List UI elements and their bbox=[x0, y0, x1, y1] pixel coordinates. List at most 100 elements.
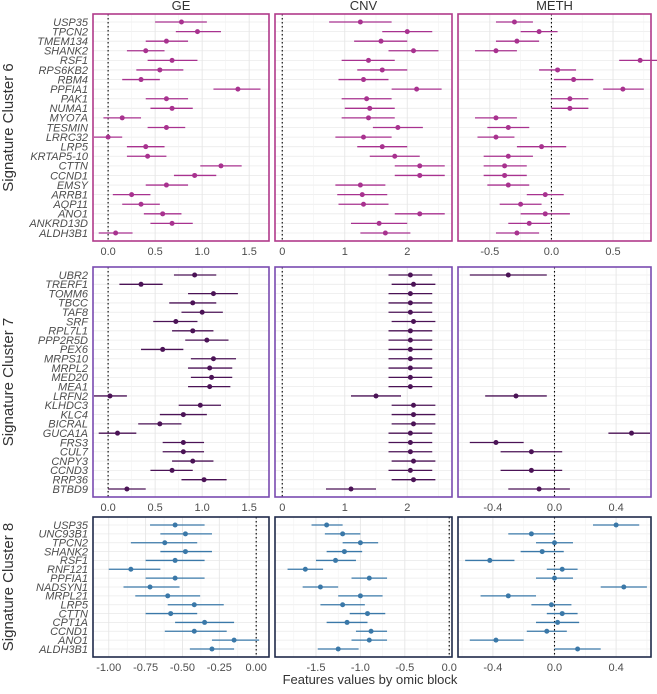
gene-label: SRF bbox=[66, 316, 89, 328]
gene-label: NUMA1 bbox=[49, 103, 88, 115]
point-estimate bbox=[528, 531, 534, 537]
point-estimate bbox=[411, 412, 416, 418]
gene-label: MRPL2 bbox=[51, 363, 88, 375]
point-estimate bbox=[487, 557, 493, 563]
point-estimate bbox=[555, 67, 561, 73]
point-estimate bbox=[361, 134, 366, 140]
gene-label: CUL7 bbox=[60, 447, 89, 459]
point-estimate bbox=[191, 602, 197, 608]
point-estimate bbox=[502, 163, 508, 169]
gene-label: RPS6KB2 bbox=[38, 65, 88, 77]
gene-label: LRP5 bbox=[60, 600, 88, 612]
point-estimate bbox=[493, 637, 499, 643]
gene-label: RRP36 bbox=[53, 474, 89, 486]
gene-label: RPL7L1 bbox=[48, 326, 88, 338]
gene-label: ANO1 bbox=[57, 635, 88, 647]
point-estimate bbox=[182, 531, 188, 537]
point-estimate bbox=[411, 319, 416, 325]
x-tick-label: 1 bbox=[342, 502, 348, 514]
gene-label: KLC4 bbox=[60, 409, 88, 421]
point-estimate bbox=[559, 611, 565, 617]
point-estimate bbox=[163, 182, 169, 188]
point-estimate bbox=[165, 593, 171, 599]
point-estimate bbox=[202, 619, 208, 625]
point-estimate bbox=[218, 163, 224, 169]
point-estimate bbox=[160, 346, 166, 352]
point-estimate bbox=[502, 172, 508, 178]
point-estimate bbox=[373, 393, 379, 399]
point-estimate bbox=[178, 19, 184, 25]
panel-frame bbox=[274, 516, 453, 658]
point-estimate bbox=[505, 182, 511, 188]
point-estimate bbox=[348, 486, 354, 492]
point-estimate bbox=[407, 449, 413, 455]
panel-frame bbox=[92, 13, 270, 242]
point-estimate bbox=[552, 575, 557, 581]
point-estimate bbox=[163, 96, 169, 102]
x-tick-label: 0.5 bbox=[147, 502, 162, 514]
point-estimate bbox=[367, 105, 373, 111]
x-tick-label: 1.0 bbox=[195, 502, 210, 514]
x-tick-label: 2 bbox=[404, 502, 410, 514]
x-tick-label: 0.4 bbox=[608, 502, 623, 514]
x-tick-label: 1 bbox=[342, 246, 348, 258]
gene-label: RSF1 bbox=[60, 55, 88, 67]
column-title-ge: GE bbox=[172, 0, 191, 13]
point-estimate bbox=[157, 421, 163, 427]
point-estimate bbox=[395, 125, 401, 130]
gene-label: FRS3 bbox=[60, 437, 89, 449]
reference-lines-layer bbox=[107, 14, 556, 657]
panel-background bbox=[93, 267, 269, 497]
point-estimate bbox=[157, 67, 163, 73]
point-estimate bbox=[235, 86, 241, 92]
gene-label: ALDH3B1 bbox=[38, 644, 88, 656]
point-estimate bbox=[407, 346, 413, 352]
x-tick-label: 0.0 bbox=[100, 246, 115, 258]
point-estimate bbox=[192, 272, 198, 278]
point-estimate bbox=[493, 115, 499, 121]
point-estimate bbox=[368, 628, 374, 634]
point-estimate bbox=[511, 19, 517, 25]
point-estimate bbox=[493, 48, 499, 54]
point-estimate bbox=[173, 319, 179, 325]
x-tick-label: -0.5 bbox=[395, 662, 414, 674]
point-estimate bbox=[124, 486, 130, 492]
point-estimate bbox=[364, 96, 370, 102]
gene-label: TAF8 bbox=[62, 307, 89, 319]
panel-frame bbox=[92, 266, 270, 498]
point-estimate bbox=[407, 300, 413, 306]
point-estimate bbox=[180, 412, 186, 418]
point-estimate bbox=[567, 96, 573, 102]
x-tick-label: -1.00 bbox=[96, 662, 121, 674]
gene-label: PAK1 bbox=[61, 94, 88, 106]
point-estimate bbox=[194, 29, 200, 35]
point-estimate bbox=[505, 153, 511, 159]
point-estimate bbox=[392, 153, 398, 159]
gene-label: ALDH3B1 bbox=[38, 228, 88, 240]
point-estimate bbox=[341, 549, 347, 555]
point-estimate bbox=[191, 628, 197, 634]
x-tick-label: 0 bbox=[279, 246, 285, 258]
point-estimate bbox=[172, 575, 178, 581]
panel-frame bbox=[457, 13, 652, 242]
point-estimate bbox=[138, 77, 144, 83]
point-estimate bbox=[376, 220, 382, 226]
x-tick-label: 1.5 bbox=[242, 246, 257, 258]
point-estimate bbox=[407, 328, 413, 334]
gene-label: CTTN bbox=[59, 161, 88, 173]
x-tick-label: -0.25 bbox=[207, 662, 232, 674]
panel-frame bbox=[274, 13, 453, 242]
point-estimate bbox=[209, 646, 215, 652]
x-tick-label: -0.5 bbox=[480, 246, 499, 258]
gene-label: CCND1 bbox=[50, 626, 88, 638]
point-estimate bbox=[559, 566, 565, 572]
gene-label: MEA1 bbox=[58, 381, 88, 393]
point-estimate bbox=[129, 192, 135, 198]
point-estimate bbox=[357, 182, 363, 188]
x-tick-label: 1.0 bbox=[195, 246, 210, 258]
point-estimate bbox=[417, 163, 423, 169]
point-estimate bbox=[207, 365, 213, 371]
point-estimate bbox=[361, 201, 366, 207]
x-tick-label: -0.4 bbox=[483, 502, 502, 514]
point-estimate bbox=[119, 115, 125, 121]
